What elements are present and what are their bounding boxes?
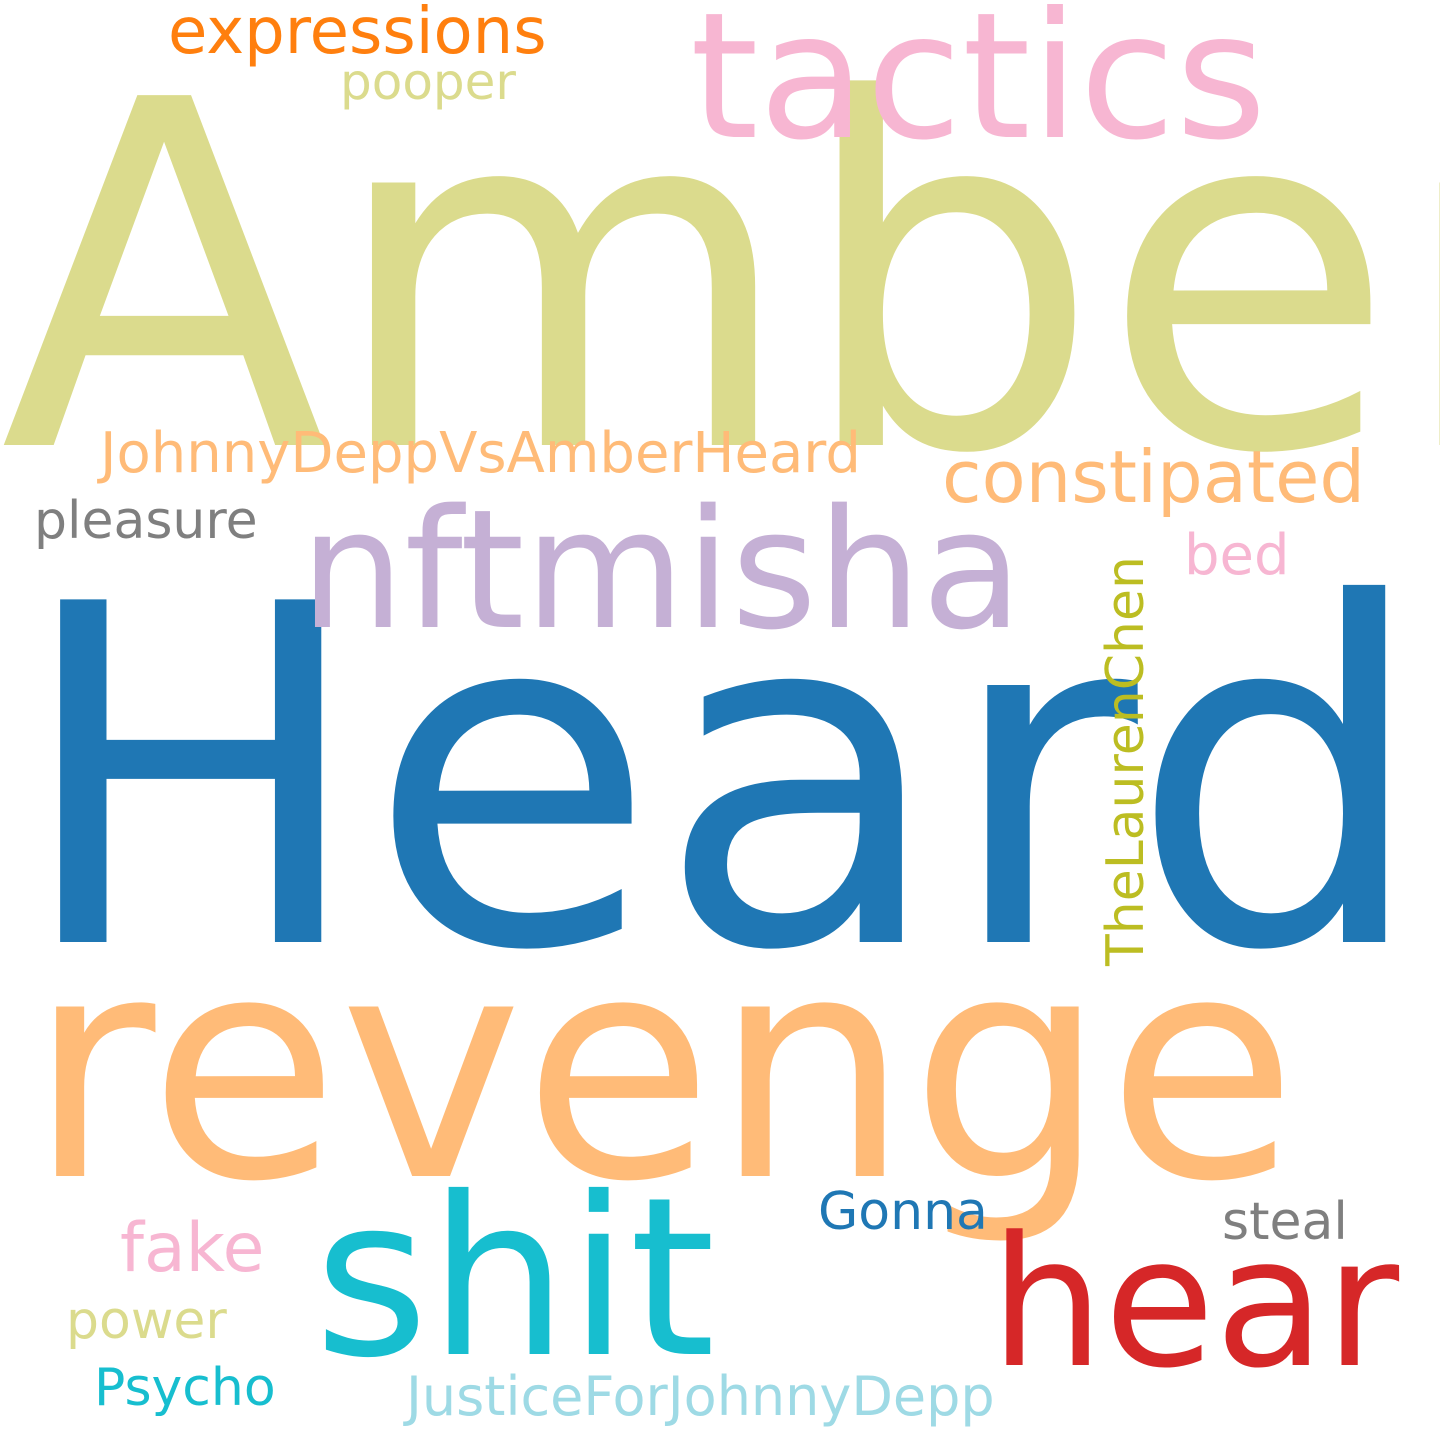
word-justiceforjohnnydepp: JusticeForJohnnyDepp — [406, 1365, 995, 1428]
word-steal: steal — [1222, 1192, 1348, 1252]
word-nftmisha: nftmisha — [300, 474, 1023, 666]
word-expressions: expressions — [168, 0, 547, 69]
word-thelaurenchen: TheLaurenChen — [1096, 556, 1156, 966]
word-gonna: Gonna — [818, 1182, 988, 1242]
word-power: power — [66, 1291, 227, 1351]
word-revenge: revenge — [28, 889, 1298, 1250]
word-pooper: pooper — [340, 53, 516, 111]
word-pleasure: pleasure — [34, 491, 258, 551]
word-psycho: Psycho — [94, 1358, 276, 1418]
word-johnnydeppvsamberheard: JohnnyDeppVsAmberHeard — [100, 421, 861, 486]
word-amber: Amber — [0, 0, 1440, 559]
word-shit: shit — [314, 1150, 716, 1406]
word-heard: Heard — [14, 506, 1428, 1053]
word-tactics: tactics — [690, 0, 1267, 179]
word-bed: bed — [1184, 523, 1290, 588]
word-constipated: constipated — [942, 435, 1366, 519]
word-hear: hear — [990, 1199, 1400, 1408]
word-fake: fake — [120, 1209, 265, 1288]
